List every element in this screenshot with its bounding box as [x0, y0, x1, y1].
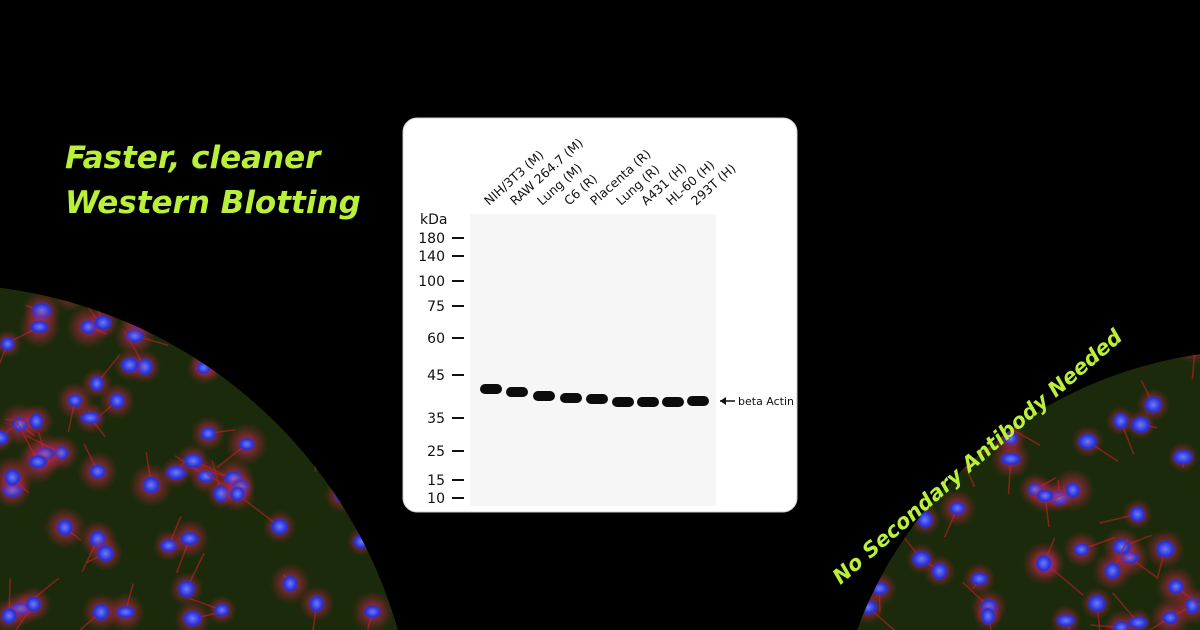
nucleus — [141, 475, 161, 495]
band — [662, 397, 684, 407]
nucleus — [28, 319, 51, 334]
membrane — [470, 214, 716, 506]
marker-label: 140 — [418, 249, 445, 265]
nucleus — [95, 543, 116, 564]
nucleus — [176, 578, 197, 599]
nucleus — [114, 605, 137, 620]
nucleus — [979, 606, 997, 626]
headline: Western Blotting — [65, 185, 361, 221]
nucleus — [910, 549, 933, 569]
marker-label: 60 — [427, 331, 445, 347]
nucleus — [281, 574, 299, 593]
nucleus — [1035, 488, 1055, 504]
marker-label: 10 — [427, 491, 445, 507]
nucleus — [1072, 542, 1091, 557]
nucleus — [999, 451, 1023, 466]
arrow-head — [720, 397, 726, 405]
nucleus — [1129, 414, 1152, 435]
band — [687, 396, 709, 406]
marker-label: 25 — [427, 444, 445, 460]
nucleus — [119, 355, 141, 374]
headline: Faster, cleaner — [65, 140, 322, 176]
nucleus — [1034, 553, 1053, 574]
nucleus — [179, 530, 201, 547]
marker-label: 15 — [427, 473, 445, 489]
marker-label: 45 — [427, 368, 445, 384]
nucleus — [199, 425, 218, 442]
nucleus — [1167, 578, 1185, 596]
nucleus — [1128, 505, 1147, 524]
nucleus — [930, 561, 949, 581]
nucleus — [88, 463, 108, 480]
band — [637, 397, 659, 407]
nucleus — [1143, 395, 1164, 415]
nucleus — [0, 336, 16, 352]
nucleus — [237, 437, 256, 452]
nucleus — [27, 454, 49, 470]
nucleus — [1127, 615, 1150, 630]
nucleus — [1171, 448, 1195, 466]
band — [612, 397, 634, 407]
nucleus — [24, 595, 43, 613]
band — [533, 391, 555, 401]
nucleus — [269, 517, 290, 536]
nucleus — [1054, 613, 1077, 628]
nucleus — [1064, 481, 1082, 499]
band — [480, 384, 502, 394]
nucleus — [91, 602, 111, 622]
nucleus — [3, 467, 22, 487]
nucleus — [308, 593, 325, 614]
nucleus — [213, 602, 231, 618]
nucleus — [66, 392, 84, 408]
nucleus — [1154, 539, 1177, 560]
nucleus — [181, 609, 204, 628]
nucleus — [1086, 593, 1108, 614]
nucleus — [1076, 432, 1099, 451]
marker-label: 100 — [418, 274, 445, 290]
band-label: beta Actin — [738, 395, 794, 408]
nucleus — [28, 411, 45, 431]
nucleus — [108, 391, 127, 410]
band — [506, 387, 528, 397]
nucleus — [969, 571, 990, 587]
marker-label: 180 — [418, 231, 445, 247]
nucleus — [362, 604, 383, 620]
band — [560, 393, 582, 403]
marker-label: 35 — [427, 411, 445, 427]
nucleus — [55, 517, 74, 537]
marker-label: 75 — [427, 299, 445, 315]
nucleus — [0, 606, 18, 625]
nucleus — [948, 500, 967, 516]
nucleus — [88, 374, 105, 393]
nucleus — [93, 314, 114, 332]
nucleus — [1111, 411, 1130, 431]
nucleus — [1103, 561, 1122, 581]
unit-label: kDa — [420, 212, 447, 228]
band — [586, 394, 608, 404]
nucleus — [182, 452, 205, 470]
nucleus — [1161, 610, 1180, 626]
nucleus — [0, 429, 10, 447]
